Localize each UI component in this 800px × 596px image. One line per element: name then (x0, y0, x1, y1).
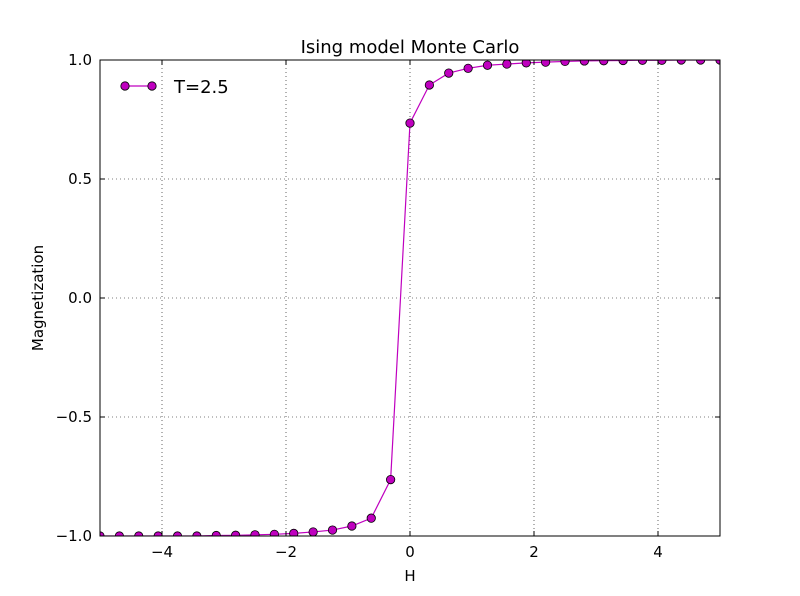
y-tick-label: −1.0 (56, 527, 92, 545)
data-point (327, 525, 338, 535)
legend-label: T=2.5 (173, 77, 229, 98)
data-point (463, 63, 473, 73)
data-point (541, 60, 551, 67)
x-tick-label: −4 (151, 543, 173, 561)
data-point (231, 530, 241, 536)
chart-title: Ising model Monte Carlo (301, 37, 520, 58)
data-point (405, 118, 415, 128)
data-point (269, 529, 279, 536)
data-point (482, 60, 493, 70)
y-tick-label: 0.5 (68, 170, 92, 188)
legend-marker (147, 81, 157, 91)
legend-marker (120, 81, 130, 91)
data-point (579, 60, 589, 66)
y-tick-label: 1.0 (68, 51, 92, 69)
x-tick-label: 0 (405, 543, 415, 561)
x-axis-label: H (404, 567, 415, 585)
legend: T=2.5 (120, 77, 229, 98)
data-point (250, 530, 260, 536)
y-axis-label: Magnetization (29, 245, 47, 351)
y-tick-label: −0.5 (56, 408, 92, 426)
data-point (289, 528, 299, 536)
data-point (386, 474, 396, 485)
x-tick-label: 4 (653, 543, 663, 561)
data-point (676, 60, 686, 65)
data-point (599, 60, 609, 66)
data-point (424, 80, 434, 90)
data-point (308, 527, 318, 536)
x-tick-label: −2 (275, 543, 297, 561)
data-point (502, 60, 512, 69)
y-tick-label: 0.0 (68, 289, 92, 307)
data-point (347, 521, 357, 531)
data-point (560, 60, 570, 67)
x-tick-label: 2 (529, 543, 539, 561)
ticks: −4 −2 0 2 4 −1.0 −0.5 0.0 0.5 1.0 (56, 51, 720, 561)
data-point (366, 513, 376, 523)
data-point (696, 60, 706, 65)
data-point (444, 68, 454, 78)
data-point (521, 60, 531, 68)
